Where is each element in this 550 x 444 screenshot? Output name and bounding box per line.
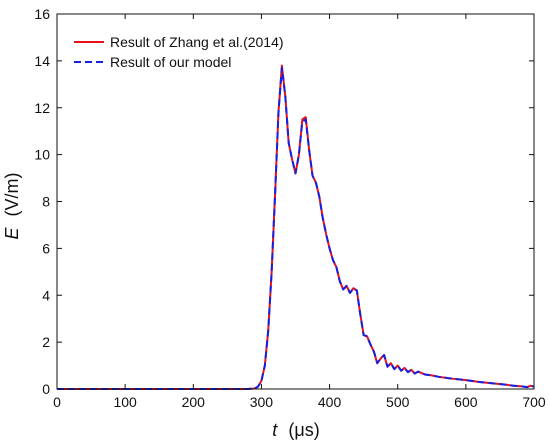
series-line-model [57,66,535,390]
y-tick-label: 2 [42,334,50,350]
y-tick-label: 10 [34,147,50,163]
series-group [57,64,535,390]
y-tick-label: 16 [34,6,50,22]
y-axis-unit: (V/m) [2,172,22,216]
legend: Result of Zhang et al.(2014) Result of o… [74,34,284,70]
x-tick-label: 100 [113,394,137,410]
y-tick-label: 6 [42,240,50,256]
x-axis-symbol: t [272,420,278,440]
axis-ticks: 0 100 200 300 400 500 600 700 0 2 4 6 8 10 12 14 16 [34,6,545,410]
series-line-zhang [57,64,535,390]
plot-frame [56,13,535,390]
x-tick-label: 300 [250,394,274,410]
x-tick-label: 700 [522,394,546,410]
x-axis-unit: (μs) [288,420,319,440]
legend-label-model: Result of our model [110,54,231,70]
y-tick-label: 4 [42,287,50,303]
x-axis-label: t (μs) [272,420,319,440]
y-tick-label: 8 [42,194,50,210]
axes-frame [56,13,535,390]
y-tick-label: 12 [34,100,50,116]
y-tick-label: 14 [34,53,50,69]
y-tick-label: 0 [42,381,50,397]
x-tick-label: 500 [386,394,410,410]
x-tick-label: 200 [182,394,206,410]
y-axis-symbol: E [2,227,22,240]
legend-label-zhang: Result of Zhang et al.(2014) [110,34,284,50]
y-axis-label: E (V/m) [2,172,22,239]
x-tick-label: 400 [318,394,342,410]
x-tick-label: 600 [454,394,478,410]
x-tick-label: 0 [53,394,61,410]
